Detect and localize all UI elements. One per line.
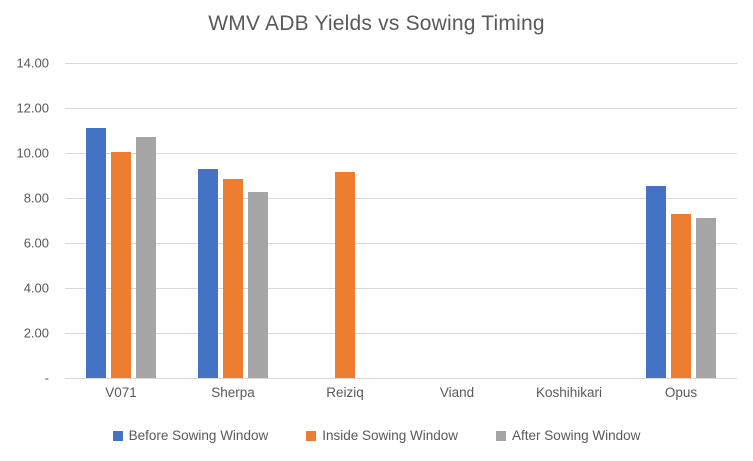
y-axis-label: 12.00 <box>16 100 49 116</box>
chart-title: WMV ADB Yields vs Sowing Timing <box>208 12 545 35</box>
x-axis-label: Viand <box>439 385 475 400</box>
gridline <box>65 288 737 289</box>
y-axis-label: 2.00 <box>23 325 49 341</box>
bar <box>136 137 156 378</box>
gridline <box>65 153 737 154</box>
bar <box>671 213 691 378</box>
bar-group-v071 <box>65 63 177 378</box>
bar <box>111 151 131 378</box>
gridline <box>65 108 737 109</box>
y-axis-label: 8.00 <box>23 190 49 206</box>
gridline <box>65 63 737 64</box>
bar <box>86 128 106 378</box>
legend: Before Sowing Window Inside Sowing Window… <box>0 428 753 443</box>
legend-label: After Sowing Window <box>512 428 641 443</box>
gridline <box>65 198 737 199</box>
gridline <box>65 243 737 244</box>
bars-container <box>65 63 737 378</box>
x-axis-label: V071 <box>105 385 137 400</box>
legend-item: After Sowing Window <box>496 428 640 443</box>
plot-area: 14.00 12.00 10.00 8.00 6.00 4.00 2.00 - <box>16 56 737 386</box>
bar <box>646 185 666 378</box>
bar <box>198 168 218 378</box>
bar-group-sherpa <box>177 63 289 378</box>
gridline <box>65 333 737 334</box>
x-axis-line <box>65 378 737 379</box>
bar-group-opus <box>625 63 737 378</box>
bar <box>335 172 355 378</box>
x-axis-label: Koshihikari <box>535 385 603 400</box>
legend-swatch-icon <box>496 430 507 441</box>
bar <box>223 178 243 378</box>
y-axis-label: 6.00 <box>23 235 49 251</box>
legend-swatch-icon <box>306 430 317 441</box>
y-axis-label: - <box>44 370 49 386</box>
y-axis-label: 10.00 <box>16 145 49 161</box>
y-axis-label: 4.00 <box>23 280 49 296</box>
bar-group-viand <box>401 63 513 378</box>
legend-label: Inside Sowing Window <box>322 428 459 443</box>
y-axis-label: 14.00 <box>16 55 49 71</box>
legend-item: Before Sowing Window <box>112 428 269 443</box>
bar <box>696 218 716 378</box>
x-axis-label: Sherpa <box>211 385 255 400</box>
x-axis-label: Opus <box>664 385 698 400</box>
legend-swatch-icon <box>112 430 123 441</box>
x-axis: V071 Sherpa Reiziq Viand Koshihikari Opus <box>65 385 737 400</box>
legend-item: Inside Sowing Window <box>306 428 458 443</box>
bar-group-reiziq <box>289 63 401 378</box>
bar <box>248 192 268 378</box>
x-axis-label: Reiziq <box>326 385 364 400</box>
bar-group-koshihikari <box>513 63 625 378</box>
legend-label: Before Sowing Window <box>128 428 269 443</box>
